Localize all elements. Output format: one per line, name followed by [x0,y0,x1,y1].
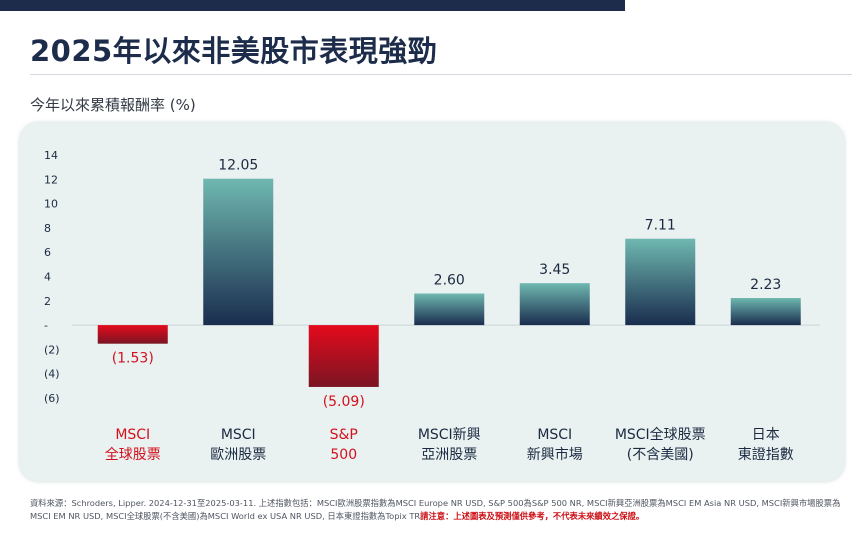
y-tick-label: 4 [44,271,51,284]
y-tick-label: (4) [44,368,60,381]
bar [414,293,485,326]
bar [97,325,168,344]
y-tick-label: (2) [44,343,60,356]
y-axis: 14 12 10 8 6 4 2 - (2) (4) (6) [44,149,60,405]
category-label: MSCI新興亞洲股票 [418,427,481,463]
value-label: 2.60 [434,273,465,289]
footnote-source: 資料來源：Schroders, Lipper. 2024-12-31至2025-… [30,498,841,521]
y-tick-label: 6 [44,246,51,259]
chart-panel: 14 12 10 8 6 4 2 - (2) (4) (6) (1.53) 12.05 (5.09) 2.… [20,123,844,481]
category-label-line: (不含美國) [627,447,694,463]
y-tick-label: 8 [44,222,51,235]
category-label: MSCI 新興市場 [527,427,583,463]
title-divider [30,74,852,75]
category-label-line: MSCI全球股票 [615,426,706,443]
footnote: 資料來源：Schroders, Lipper. 2024-12-31至2025-… [30,497,856,522]
category-label: MSCI 歐洲股票 [210,427,266,463]
page-title: 2025年以來非美股市表現強勁 [30,34,438,68]
category-label-line: 全球股票 [105,446,161,463]
bars-group [97,178,801,387]
top-accent-bar [0,0,625,11]
chart-subtitle: 今年以來累積報酬率 (%) [30,96,196,114]
value-label: 3.45 [539,262,570,278]
value-label: 2.23 [750,277,781,293]
category-label-line: 日本 [752,427,780,443]
category-label-line: MSCI [221,427,256,443]
bar [308,325,379,387]
y-tick-label: 2 [44,295,51,308]
category-label-line: S&P [330,427,358,443]
category-label-line: 東證指數 [738,446,794,463]
bar [625,238,696,326]
category-label: MSCI 全球股票 [105,427,161,463]
category-label: MSCI全球股票 (不含美國) [615,426,706,463]
category-label-line: 新興市場 [527,446,583,463]
y-tick-label: 12 [44,173,58,186]
category-label-line: 歐洲股票 [210,447,266,463]
category-label: S&P 500 [330,427,358,463]
value-label: 12.05 [218,158,258,174]
category-label-line: MSCI新興 [418,427,481,443]
value-label: (1.53) [112,351,154,367]
x-axis-labels-group: MSCI 全球股票 MSCI 歐洲股票 S&P 500 MSCI新興亞洲股票 MSCI 新興市場… [105,426,794,463]
bar [519,283,590,326]
category-label-line: MSCI [537,427,572,443]
category-label: 日本東證指數 [738,427,794,463]
value-labels-group: (1.53) 12.05 (5.09) 2.60 3.45 7.11 2.23 [112,158,782,410]
y-tick-label: 10 [44,198,58,211]
category-label-line: MSCI [115,427,150,443]
bar-chart: 14 12 10 8 6 4 2 - (2) (4) (6) (1.53) 12.05 (5.09) 2.… [44,149,820,463]
category-label-line: 亞洲股票 [421,447,477,463]
category-label-line: 500 [330,447,357,463]
value-label: (5.09) [323,394,365,410]
bar [730,298,801,326]
footnote-warning: 請注意：上述圖表及預測僅供參考，不代表未來績效之保證。 [420,510,645,521]
y-tick-label: (6) [44,392,60,405]
y-tick-label: 14 [44,149,58,162]
bar [203,178,274,326]
value-label: 7.11 [645,218,676,234]
y-tick-label: - [44,319,48,332]
